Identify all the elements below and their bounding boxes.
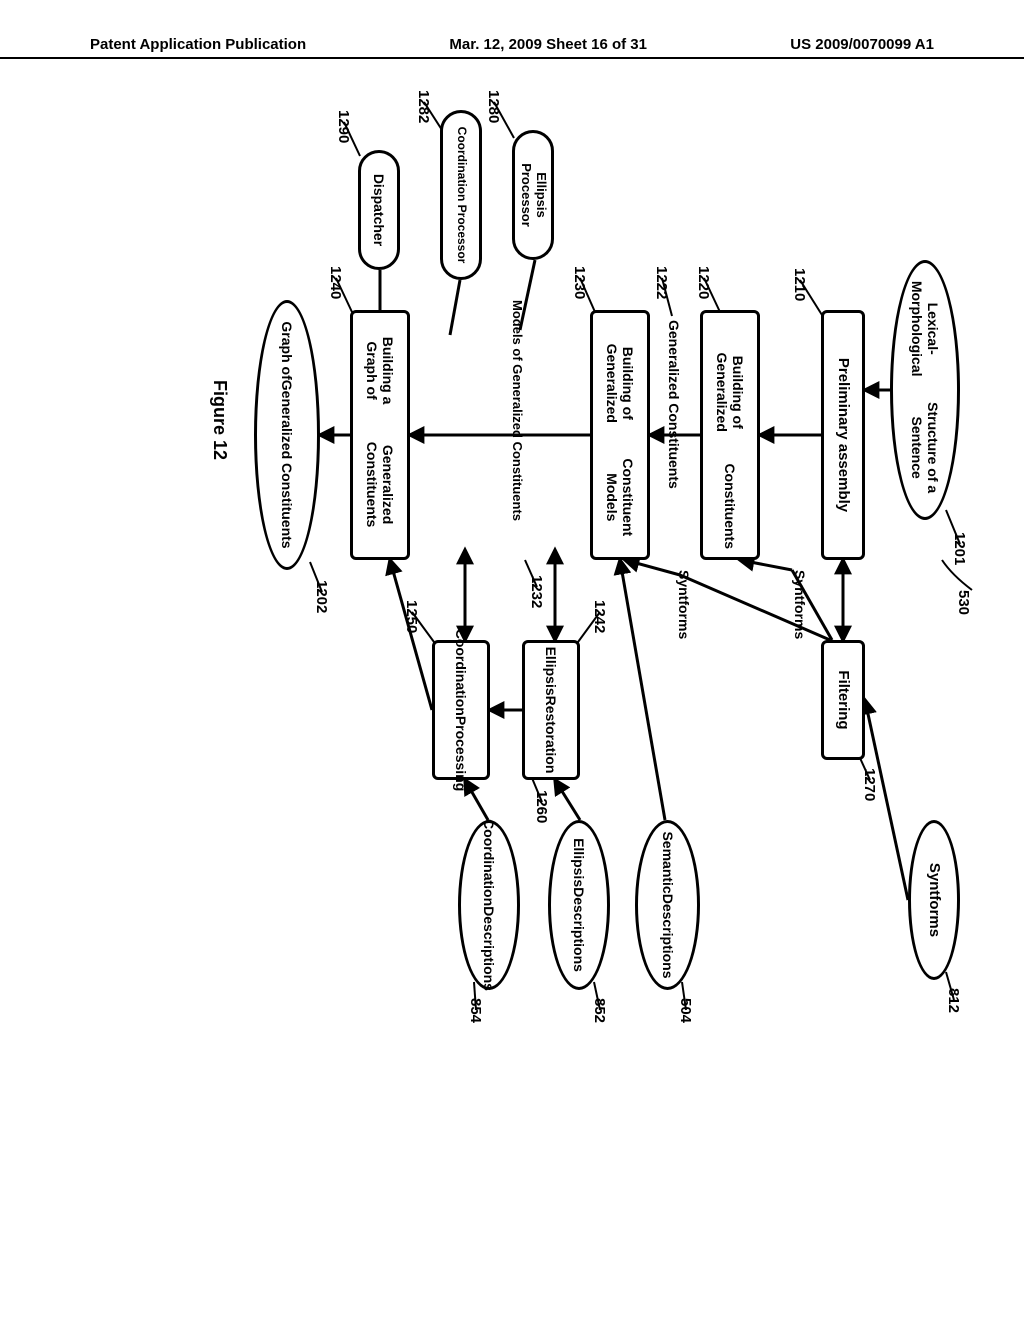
ref-1201: 1201 — [951, 532, 968, 565]
ref-852: 852 — [591, 998, 608, 1023]
ref-1202: 1202 — [313, 580, 330, 613]
ref-1280: 1280 — [485, 90, 502, 123]
header-right: US 2009/0070099 A1 — [790, 36, 934, 53]
ref-1230: 1230 — [571, 266, 588, 299]
node-1201: Lexical-MorphologicalStructure of a Sent… — [890, 260, 960, 520]
node-1282: Coordination Processor — [440, 110, 482, 280]
ref-1240: 1240 — [327, 266, 344, 299]
ref-1290: 1290 — [335, 110, 352, 143]
ref-1242: 1242 — [591, 600, 608, 633]
node-1202: Graph ofGeneralized Constituents — [254, 300, 320, 570]
node-1240: Building a Graph ofGeneralized Constitue… — [350, 310, 410, 560]
node-1250: CoordinationProcessing — [432, 640, 490, 780]
node-1290: Dispatcher — [358, 150, 400, 270]
ref-504: 504 — [677, 998, 694, 1023]
header-center: Mar. 12, 2009 Sheet 16 of 31 — [449, 36, 647, 53]
page-header: Patent Application Publication Mar. 12, … — [0, 36, 1024, 59]
figure-diagram: Lexical-MorphologicalStructure of a Sent… — [50, 260, 950, 980]
label-n1222: Generalized Constituents — [666, 320, 682, 489]
node-1210: Preliminary assembly — [821, 310, 865, 560]
node-1230: Building of GeneralizedConstituent Model… — [590, 310, 650, 560]
ref-812: 812 — [945, 988, 962, 1013]
node-1280: Ellipsis Processor — [512, 130, 554, 260]
node-854: CoordinationDescriptions — [458, 820, 520, 990]
node-812: Syntforms — [908, 820, 960, 980]
node-1242: EllipsisRestoration — [522, 640, 580, 780]
header-left: Patent Application Publication — [90, 36, 306, 53]
ref-1270: 1270 — [861, 768, 878, 801]
ref-1282: 1282 — [415, 90, 432, 123]
node-1220: Building of GeneralizedConstituents — [700, 310, 760, 560]
ref-1220: 1220 — [695, 266, 712, 299]
node-852: EllipsisDescriptions — [548, 820, 610, 990]
label-n1232: Models of Generalized Constituents — [510, 300, 525, 521]
ref-1250: 1250 — [403, 600, 420, 633]
ref-1210: 1210 — [791, 268, 808, 301]
figure-caption: Figure 12 — [209, 380, 230, 460]
node-1270: Filtering — [821, 640, 865, 760]
ref-1222: 1222 — [653, 266, 670, 299]
ref-530: 530 — [955, 590, 972, 615]
ref-1260: 1260 — [533, 790, 550, 823]
node-504: SemanticDescriptions — [635, 820, 700, 990]
label-lab_syntforms1: Syntforms — [792, 570, 808, 639]
label-lab_syntforms2: Syntforms — [676, 570, 692, 639]
ref-1232: 1232 — [528, 575, 545, 608]
ref-854: 854 — [467, 998, 484, 1023]
